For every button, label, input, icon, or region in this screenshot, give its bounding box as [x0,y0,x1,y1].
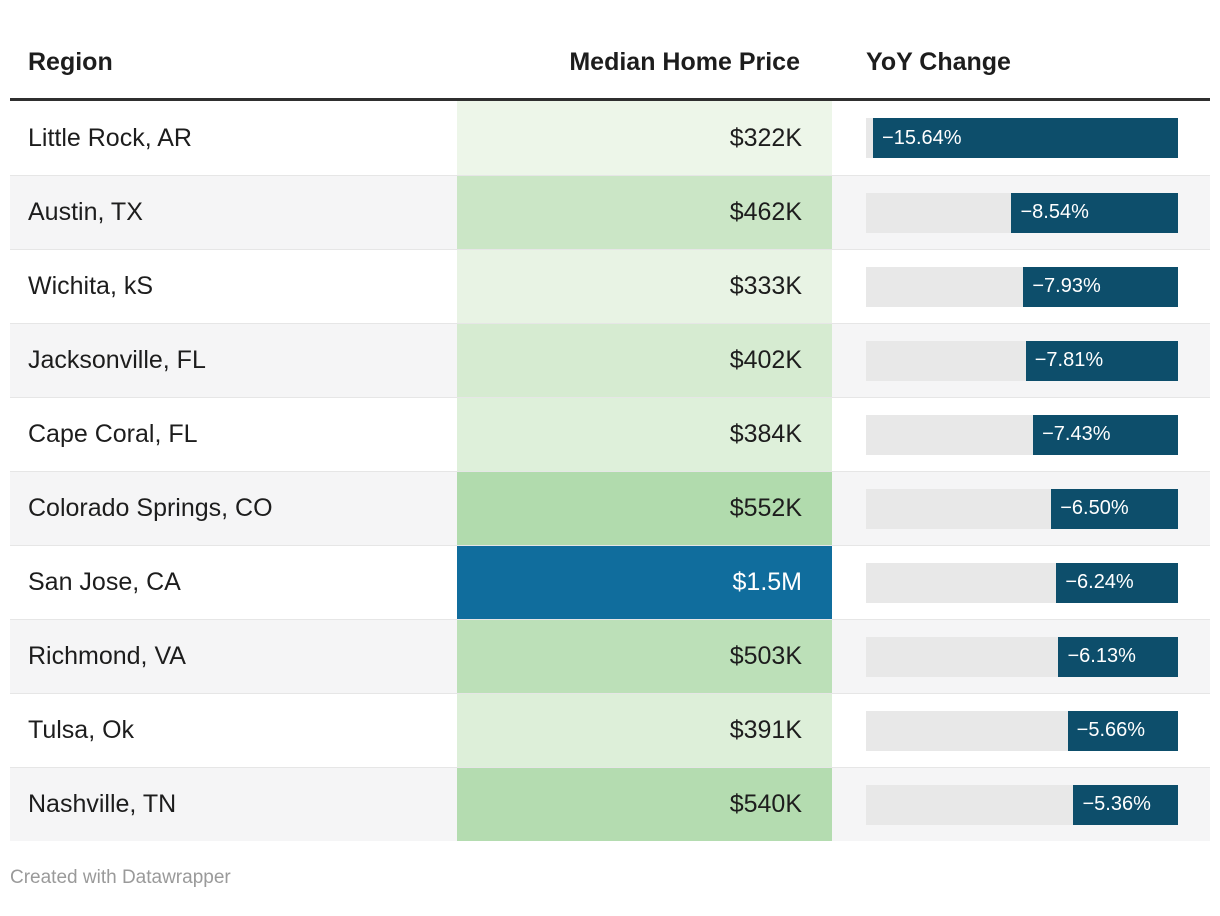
yoy-bar-cell: −7.81% [832,324,1210,397]
bar-track: −5.66% [866,710,1178,751]
region-cell: Colorado Springs, CO [28,494,273,522]
table-row: Richmond, VA $503K −6.13% [10,619,1210,693]
yoy-bar-cell: −6.24% [832,546,1210,619]
bar-track: −8.54% [866,192,1178,233]
yoy-bar: −6.50% [1051,488,1178,529]
bar-track: −6.50% [866,488,1178,529]
bar-track: −15.64% [866,118,1178,158]
region-cell: Richmond, VA [28,642,186,670]
price-heatmap-cell: $552K [457,472,832,545]
bar-track: −6.24% [866,562,1178,603]
yoy-bar: −8.54% [1011,192,1178,233]
table-row: Austin, TX $462K −8.54% [10,175,1210,249]
yoy-value-label: −8.54% [1020,201,1089,223]
yoy-value-label: −6.24% [1065,571,1134,593]
table-body: Little Rock, AR $322K −15.64% Austin, TX… [10,101,1210,841]
price-heatmap-cell: $540K [457,768,832,841]
table-row: Little Rock, AR $322K −15.64% [10,101,1210,175]
table-row: Tulsa, Ok $391K −5.66% [10,693,1210,767]
region-cell: Wichita, kS [28,272,154,300]
bar-track: −7.93% [866,266,1178,307]
region-cell: Tulsa, Ok [28,716,135,744]
column-header-median-home-price: Median Home Price [569,48,800,76]
table-row: Jacksonville, FL $402K −7.81% [10,323,1210,397]
region-cell: Austin, TX [28,198,143,226]
bar-track: −6.13% [866,636,1178,677]
bar-track: −5.36% [866,784,1178,825]
yoy-value-label: −6.13% [1067,645,1136,667]
price-heatmap-cell: $333K [457,250,832,323]
yoy-bar: −7.81% [1025,340,1178,381]
price-heatmap-cell: $503K [457,620,832,693]
yoy-value-label: −7.81% [1034,349,1104,371]
price-heatmap-cell: $402K [457,324,832,397]
yoy-bar: −7.43% [1033,414,1178,455]
yoy-bar: −6.24% [1056,562,1178,603]
yoy-bar-cell: −8.54% [832,176,1210,249]
table-row: San Jose, CA $1.5M −6.24% [10,545,1210,619]
yoy-value-label: −7.43% [1042,423,1111,445]
bar-track: −7.43% [866,414,1178,455]
yoy-value-label: −15.64% [882,126,962,149]
region-cell: Nashville, TN [28,790,177,818]
yoy-value-label: −5.36% [1082,793,1151,815]
table-row: Nashville, TN $540K −5.36% [10,767,1210,841]
yoy-bar-cell: −6.13% [832,620,1210,693]
column-header-region: Region [28,48,113,76]
table-row: Wichita, kS $333K −7.93% [10,249,1210,323]
yoy-value-label: −5.66% [1076,719,1146,741]
yoy-bar-cell: −7.43% [832,398,1210,471]
yoy-bar: −15.64% [873,118,1178,158]
yoy-value-label: −7.93% [1032,275,1101,297]
region-price-table: Region Median Home Price YoY Change Litt… [10,0,1210,841]
yoy-bar: −5.66% [1067,710,1178,751]
column-header-yoy-change: YoY Change [866,48,1011,76]
price-heatmap-cell: $391K [457,694,832,767]
region-cell: Little Rock, AR [28,123,192,152]
yoy-bar-cell: −5.36% [832,768,1210,841]
yoy-value-label: −6.50% [1060,497,1129,519]
price-heatmap-cell: $384K [457,398,832,471]
yoy-bar: −6.13% [1058,636,1178,677]
price-heatmap-cell: $322K [457,101,832,175]
region-cell: Jacksonville, FL [28,346,206,374]
yoy-bar-cell: −5.66% [832,694,1210,767]
credit-line: Created with Datawrapper [10,867,231,888]
region-cell: San Jose, CA [28,568,181,596]
bar-track: −7.81% [866,340,1178,381]
yoy-bar-cell: −6.50% [832,472,1210,545]
yoy-bar-cell: −15.64% [832,101,1210,175]
region-cell: Cape Coral, FL [28,420,198,448]
table-header-row: Region Median Home Price YoY Change [10,0,1210,101]
price-heatmap-cell: $1.5M [457,546,832,619]
table-row: Colorado Springs, CO $552K −6.50% [10,471,1210,545]
yoy-bar: −7.93% [1023,266,1178,307]
yoy-bar: −5.36% [1073,784,1178,825]
datawrapper-table-chart: Region Median Home Price YoY Change Litt… [10,0,1210,888]
yoy-bar-cell: −7.93% [832,250,1210,323]
table-row: Cape Coral, FL $384K −7.43% [10,397,1210,471]
price-heatmap-cell: $462K [457,176,832,249]
